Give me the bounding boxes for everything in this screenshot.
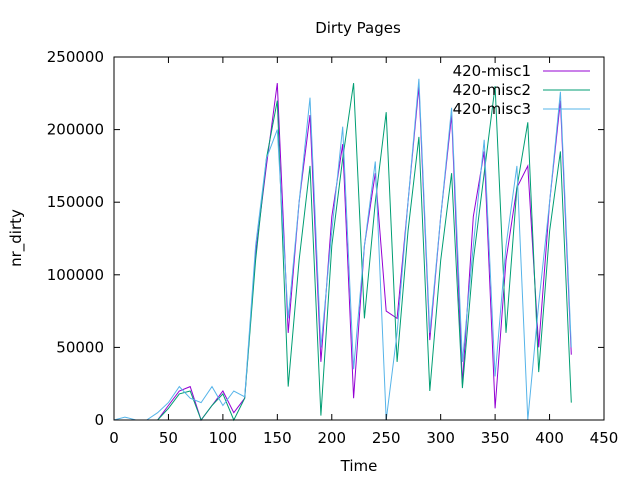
- chart-title: Dirty Pages: [315, 19, 401, 37]
- y-tick-label: 50000: [56, 338, 104, 356]
- series-line-420-misc2: [114, 83, 572, 422]
- y-tick-label: 250000: [47, 48, 104, 66]
- series-line-420-misc3: [113, 78, 572, 421]
- y-tick-label: 0: [94, 411, 104, 429]
- x-ticks: 0 50 100 150 200 250 300 350 400 450: [109, 57, 618, 447]
- x-axis-label: Time: [340, 457, 378, 475]
- x-tick-label: 50: [159, 429, 178, 447]
- series-layer: [113, 78, 572, 422]
- x-tick-label: 0: [109, 429, 119, 447]
- x-tick-label: 300: [426, 429, 455, 447]
- series-line-420-misc1: [114, 83, 572, 422]
- legend-label: 420-misc3: [453, 100, 531, 118]
- y-tick-label: 100000: [47, 266, 104, 284]
- x-tick-label: 250: [372, 429, 401, 447]
- x-tick-label: 350: [481, 429, 510, 447]
- y-tick-label: 200000: [47, 121, 104, 139]
- y-axis-label: nr_dirty: [7, 209, 26, 267]
- x-tick-label: 150: [263, 429, 292, 447]
- x-tick-label: 400: [535, 429, 564, 447]
- y-tick-label: 150000: [47, 193, 104, 211]
- x-tick-label: 200: [317, 429, 346, 447]
- legend-label: 420-misc2: [453, 81, 531, 99]
- x-tick-label: 100: [209, 429, 238, 447]
- y-ticks: 0 50000 100000 150000 200000 250000: [47, 48, 604, 429]
- legend-label: 420-misc1: [453, 62, 531, 80]
- x-tick-label: 450: [590, 429, 619, 447]
- plot-frame: [113, 56, 605, 421]
